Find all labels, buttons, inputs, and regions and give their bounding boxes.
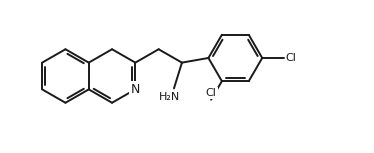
Text: N: N: [131, 83, 140, 96]
Text: Cl: Cl: [206, 88, 217, 98]
Text: Cl: Cl: [286, 53, 297, 63]
Text: H₂N: H₂N: [159, 92, 181, 102]
